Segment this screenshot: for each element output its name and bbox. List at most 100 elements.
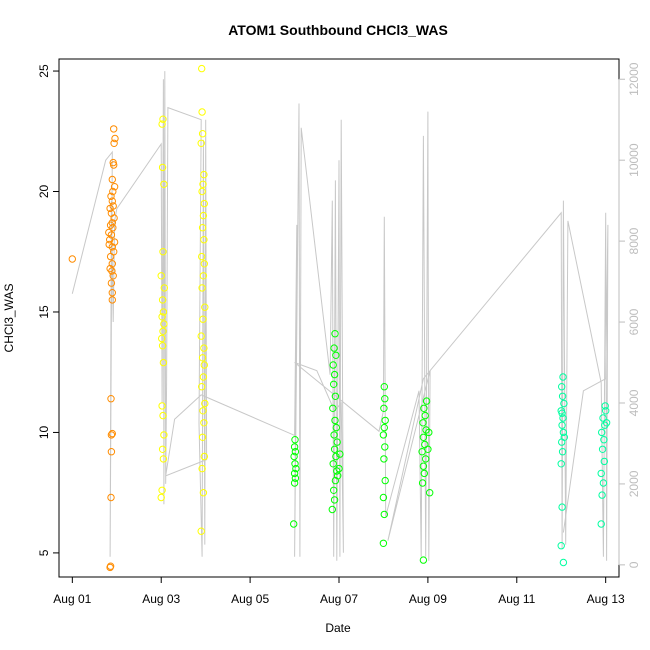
data-point-s1-14 <box>158 296 167 304</box>
data-point-s2-27 <box>332 351 340 359</box>
data-point-s0-37 <box>108 267 116 275</box>
data-point-s1-15 <box>160 284 169 292</box>
data-point-s1-0 <box>157 493 165 502</box>
altitude-polyline <box>71 71 609 561</box>
data-point-s0-21 <box>108 219 117 227</box>
data-point-s2-32 <box>336 450 344 458</box>
chart-title: ATOM1 Southbound CHCl3_WAS <box>228 22 448 38</box>
data-point-s2-17 <box>330 445 339 453</box>
data-point-s2-60 <box>426 489 434 497</box>
x-tick-label-3: Aug 03 <box>142 592 180 606</box>
data-point-s2-24 <box>330 380 338 388</box>
data-point-s1-21 <box>159 115 167 123</box>
data-point-s2-49 <box>422 455 430 463</box>
data-point-s2-38 <box>381 443 389 451</box>
data-point-s1-3 <box>158 445 167 453</box>
data-point-s1-51 <box>198 108 206 116</box>
data-point-s1-17 <box>159 248 167 256</box>
data-point-s0-15 <box>110 248 118 256</box>
data-point-s2-8 <box>290 443 299 451</box>
data-point-s2-41 <box>381 416 389 425</box>
data-point-s1-22 <box>197 527 205 535</box>
data-point-s2-43 <box>381 395 389 403</box>
y2-tick-label-8000: 8000 <box>627 227 641 254</box>
data-point-s2-18 <box>333 438 341 446</box>
data-point-s1-48 <box>200 170 208 179</box>
x-tick-label-9: Aug 09 <box>409 592 447 606</box>
y2-tick-label-4000: 4000 <box>627 389 641 416</box>
data-point-s1-1 <box>158 486 166 494</box>
x-axis: Aug 01 Aug 03 Aug 05 Aug 07 Aug 09 Aug 11 Aug … <box>53 576 625 606</box>
data-point-s1-46 <box>198 187 206 196</box>
data-point-s2-39 <box>379 431 388 439</box>
data-point-s3-22 <box>600 436 608 444</box>
data-point-s2-46 <box>418 479 427 487</box>
data-point-s1-11 <box>160 320 168 328</box>
data-point-s1-40 <box>200 260 209 268</box>
data-point-s1-39 <box>199 272 208 280</box>
data-point-s2-19 <box>330 431 338 439</box>
data-point-s1-9 <box>158 334 166 343</box>
x-tick-label-7: Aug 07 <box>320 592 358 606</box>
data-point-s3-7 <box>558 421 566 429</box>
data-point-s3-2 <box>559 558 568 567</box>
data-point-s2-47 <box>420 469 428 478</box>
data-point-s1-2 <box>159 455 168 463</box>
data-point-s3-19 <box>597 469 605 478</box>
data-point-s2-1 <box>290 479 299 487</box>
data-point-s0-3 <box>107 493 115 502</box>
data-point-s2-40 <box>380 423 388 432</box>
data-point-s0-4 <box>107 448 116 456</box>
data-point-s1-19 <box>158 163 167 172</box>
y-tick-label-20: 20 <box>37 185 51 199</box>
data-point-s1-4 <box>160 431 168 439</box>
data-point-s1-47 <box>199 180 207 189</box>
data-point-s1-45 <box>200 199 209 208</box>
data-point-s1-25 <box>200 452 209 461</box>
data-point-s3-3 <box>557 460 565 468</box>
data-point-s1-32 <box>200 361 209 369</box>
data-point-s2-2 <box>291 474 300 482</box>
data-point-s2-35 <box>379 493 388 502</box>
data-point-s3-13 <box>559 373 567 381</box>
data-point-s3-11 <box>558 392 567 400</box>
data-point-s2-3 <box>290 469 299 478</box>
data-point-s1-16 <box>157 272 165 280</box>
data-point-s2-23 <box>331 392 340 400</box>
data-point-s1-35 <box>197 332 205 340</box>
data-point-s1-24 <box>198 464 206 473</box>
data-point-s2-10 <box>328 505 336 514</box>
data-point-s3-0 <box>557 542 565 550</box>
data-point-s2-22 <box>329 404 337 412</box>
data-point-s3-26 <box>602 407 610 415</box>
data-point-s1-38 <box>198 284 206 292</box>
data-point-s1-6 <box>158 402 166 410</box>
y-tick-label-15: 15 <box>37 305 51 319</box>
y2-tick-label-2000: 2000 <box>627 470 641 497</box>
data-point-s1-36 <box>199 315 207 323</box>
x-tick-label-5: Aug 05 <box>231 592 269 606</box>
data-point-s0-33 <box>110 139 118 148</box>
data-point-s0-29 <box>110 183 119 191</box>
data-point-s0-39 <box>105 228 113 237</box>
x-tick-label-11: Aug 11 <box>498 592 535 606</box>
y-axis-left: 5 10 15 20 25 <box>37 64 60 556</box>
data-point-s1-42 <box>200 236 208 244</box>
data-point-s3-27 <box>601 402 609 410</box>
data-point-s0-6 <box>108 429 117 438</box>
data-point-s3-1 <box>558 503 566 511</box>
data-point-s2-34 <box>380 510 388 519</box>
data-point-s1-50 <box>198 130 207 138</box>
data-point-s3-15 <box>560 433 568 441</box>
data-point-s1-37 <box>201 303 209 311</box>
data-point-s1-13 <box>159 308 168 316</box>
data-point-s3-4 <box>558 448 567 456</box>
data-point-s2-31 <box>335 464 343 473</box>
data-point-s1-29 <box>201 399 209 408</box>
data-point-s1-33 <box>198 354 207 362</box>
data-point-s2-29 <box>331 330 339 338</box>
y-axis-label: CHCl3_WAS <box>2 284 16 353</box>
data-point-s2-37 <box>380 455 388 463</box>
data-point-s0-32 <box>109 158 117 167</box>
